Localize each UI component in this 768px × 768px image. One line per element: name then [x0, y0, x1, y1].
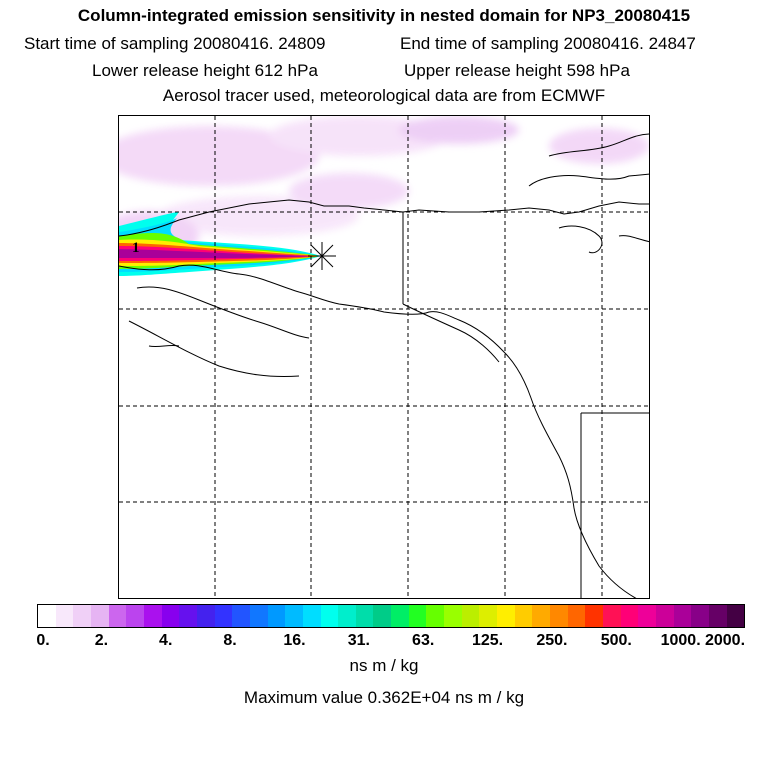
colorbar-segment [320, 605, 339, 627]
end-time-text: End time of sampling [400, 34, 559, 53]
colorbar-tick-label: 1000. [660, 632, 701, 649]
start-time-label: Start time of sampling 20080416. 24809 [24, 34, 326, 54]
colorbar-segment [179, 605, 197, 627]
start-time-text: Start time of sampling [24, 34, 189, 53]
colorbar-segment [108, 605, 127, 627]
colorbar-tick-label: 500. [600, 632, 632, 649]
colorbar-tick-label: 0. [36, 632, 50, 649]
colorbar-segment [585, 605, 603, 627]
release-marker [308, 242, 336, 270]
colorbar [37, 604, 745, 628]
start-time-value: 20080416. 24809 [193, 34, 326, 53]
upper-release-value: 598 hPa [566, 61, 630, 80]
colorbar-segment [550, 605, 568, 627]
colorbar-tick-label: 63. [412, 632, 435, 649]
colorbar-segment [673, 605, 692, 627]
colorbar-segment [38, 605, 56, 627]
colorbar-tick-label: 31. [347, 632, 370, 649]
upper-release-text: Upper release height [404, 61, 562, 80]
colorbar-segment [461, 605, 480, 627]
sensitivity-haze [119, 116, 649, 261]
colorbar-segment [161, 605, 180, 627]
colorbar-tick-label: 8. [223, 632, 237, 649]
colorbar-segment [232, 605, 250, 627]
lower-release-text: Lower release height [92, 61, 250, 80]
colorbar-tick-label: 2. [94, 632, 109, 649]
colorbar-tick-label: 250. [536, 632, 568, 649]
colorbar-segment [638, 605, 656, 627]
colorbar-segment [603, 605, 621, 627]
upper-release-height: Upper release height 598 hPa [404, 61, 630, 81]
colorbar-tick-label: 125. [471, 632, 504, 649]
colorbar-unit: ns m / kg [349, 656, 419, 675]
colorbar-segment [655, 605, 674, 627]
colorbar-segment [55, 605, 74, 627]
colorbar-tick-label: 4. [159, 632, 173, 649]
map-panel: 1 [118, 115, 650, 599]
lower-release-value: 612 hPa [254, 61, 318, 80]
colorbar-segment [708, 605, 727, 627]
colorbar-segment [355, 605, 374, 627]
receptor-number-label: 1 [132, 240, 140, 256]
colorbar-segment [426, 605, 445, 627]
colorbar-tick-label: 2000. [704, 632, 746, 649]
colorbar-segment [497, 605, 515, 627]
colorbar-segment [214, 605, 233, 627]
colorbar-segment [514, 605, 533, 627]
colorbar-segment [620, 605, 639, 627]
emission-plume [119, 211, 321, 276]
end-time-value: 20080416. 24847 [563, 34, 696, 53]
lower-release-height: Lower release height 612 hPa [92, 61, 318, 81]
map-canvas: 1 [119, 116, 649, 598]
colorbar-segment [408, 605, 427, 627]
colorbar-segment [302, 605, 321, 627]
colorbar-segment [249, 605, 268, 627]
graticule [119, 116, 649, 598]
colorbar-segment [532, 605, 551, 627]
colorbar-segment [567, 605, 586, 627]
tracer-info: Aerosol tracer used, meteorological data… [162, 86, 606, 105]
colorbar-tick-label: 16. [283, 632, 306, 649]
colorbar-segment [391, 605, 409, 627]
colorbar-segment [90, 605, 109, 627]
colorbar-segment [126, 605, 144, 627]
colorbar-segment [143, 605, 162, 627]
maximum-value: Maximum value 0.362E+04 ns m / kg [243, 688, 525, 707]
plot-title: Column-integrated emission sensitivity i… [77, 6, 691, 25]
colorbar-segment [196, 605, 215, 627]
colorbar-segment [267, 605, 286, 627]
colorbar-segment [726, 605, 745, 627]
colorbar-segment [444, 605, 462, 627]
colorbar-segment [373, 605, 392, 627]
colorbar-segment [691, 605, 709, 627]
borders [402, 212, 649, 598]
colorbar-segment [338, 605, 356, 627]
colorbar-segment [479, 605, 498, 627]
colorbar-segment [285, 605, 303, 627]
colorbar-segment [73, 605, 91, 627]
end-time-label: End time of sampling 20080416. 24847 [400, 34, 696, 54]
